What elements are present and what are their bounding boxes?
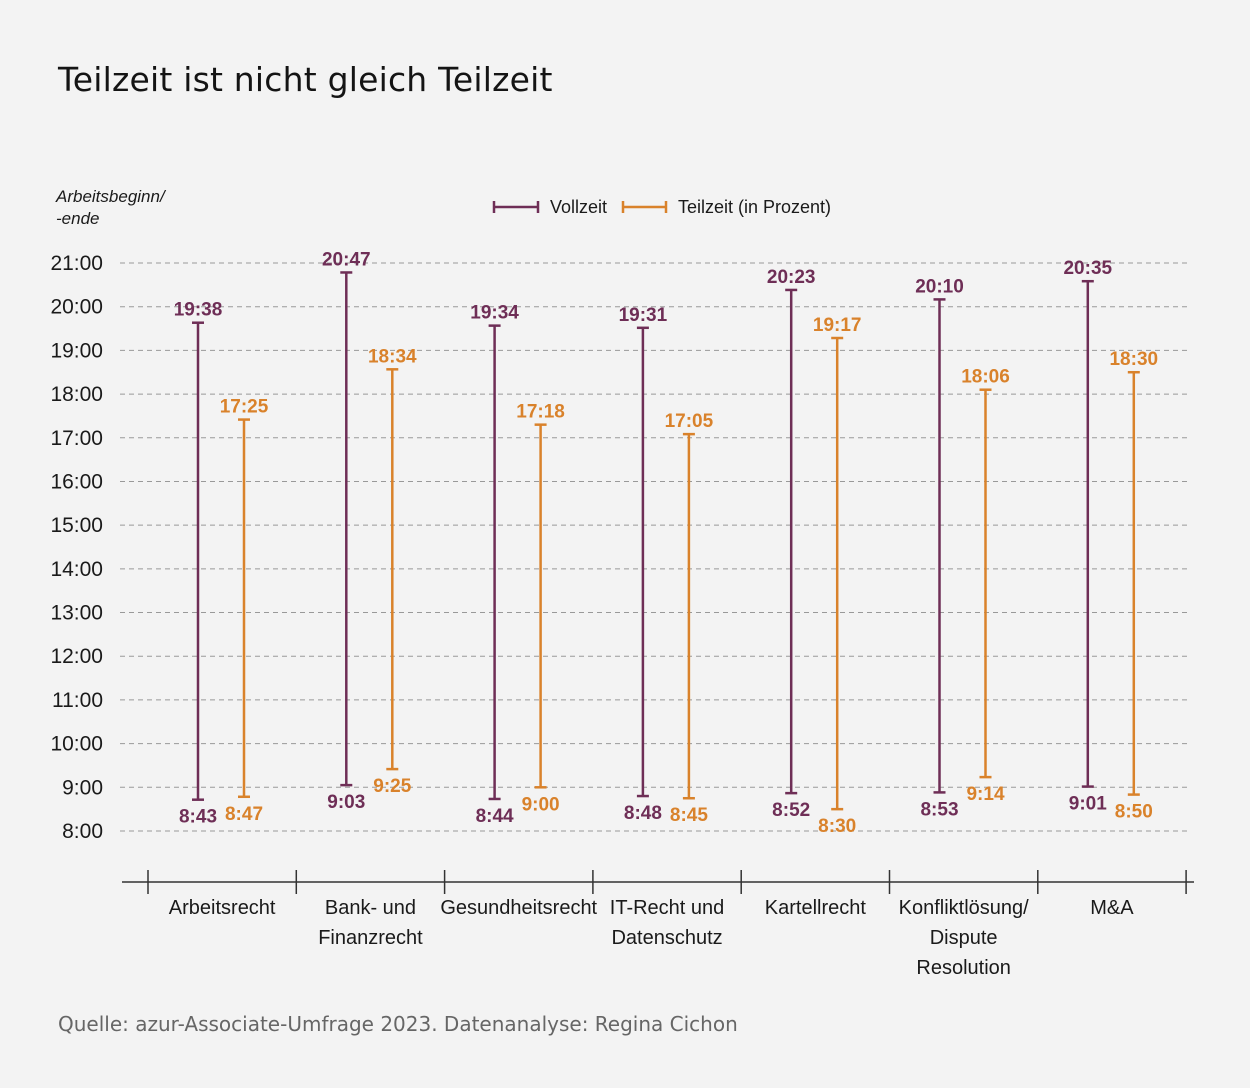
data-label-start: 8:50 <box>1115 802 1153 823</box>
data-label-start: 9:03 <box>327 792 365 813</box>
y-axis-ticks: 21:00 20:00 19:00 18:00 17:00 16:00 15:00 14:00… <box>50 252 103 843</box>
y-tick-label: 15:00 <box>50 514 103 537</box>
y-tick-label: 10:00 <box>50 733 103 756</box>
x-category-label: Gesundheitsrecht <box>440 897 597 919</box>
range-bar-teilzeit: 18:06 9:14 <box>961 367 1010 805</box>
data-label-end: 18:34 <box>368 346 417 367</box>
data-label-end: 19:17 <box>813 315 862 336</box>
x-axis: Arbeitsrecht Bank- und Finanzrecht Gesundhe… <box>122 870 1194 979</box>
range-bar-vollzeit: 20:47 9:03 <box>322 249 371 813</box>
x-category-label: Arbeitsrecht <box>169 897 276 919</box>
x-category-label: Dispute <box>930 927 998 949</box>
x-category-label: Datenschutz <box>611 927 722 949</box>
range-bar-vollzeit: 20:23 8:52 <box>767 267 816 821</box>
y-tick-label: 19:00 <box>50 339 103 362</box>
legend-item-vollzeit: Vollzeit <box>492 197 607 217</box>
x-category-label: M&A <box>1090 897 1134 919</box>
data-label-start: 8:44 <box>476 806 514 827</box>
x-category-label: Bank- und <box>325 897 416 919</box>
y-axis-label-line1: Arbeitsbeginn/ <box>55 187 167 206</box>
data-label-end: 17:18 <box>516 402 565 423</box>
y-tick-label: 16:00 <box>50 470 103 493</box>
data-label-end: 19:34 <box>470 303 519 324</box>
range-bars: 19:38 8:43 20:47 9:03 19:34 8:44 19:31 8:48 20:2… <box>174 249 1158 837</box>
range-bar-vollzeit: 19:34 8:44 <box>470 303 519 827</box>
range-bar-teilzeit: 17:25 8:47 <box>220 397 269 825</box>
data-label-start: 8:45 <box>670 805 708 826</box>
y-axis-label-line2: -ende <box>56 209 99 228</box>
y-tick-label: 18:00 <box>50 383 103 406</box>
data-label-start: 9:01 <box>1069 794 1107 815</box>
y-tick-label: 8:00 <box>62 820 103 843</box>
data-label-start: 8:52 <box>772 800 810 821</box>
range-bar-teilzeit: 19:17 8:30 <box>813 315 862 837</box>
range-bar-teilzeit: 18:34 9:25 <box>368 346 417 797</box>
data-label-start: 8:47 <box>225 804 263 825</box>
y-tick-label: 21:00 <box>50 252 103 275</box>
legend-item-teilzeit: Teilzeit (in Prozent) <box>621 197 831 217</box>
data-label-start: 9:14 <box>966 784 1004 805</box>
range-bar-vollzeit: 20:10 8:53 <box>915 276 964 820</box>
data-label-end: 20:10 <box>915 276 964 297</box>
data-label-end: 18:06 <box>961 367 1010 388</box>
chart-title: Teilzeit ist nicht gleich Teilzeit <box>58 60 553 99</box>
legend-teilzeit-label: Teilzeit (in Prozent) <box>678 197 831 217</box>
y-tick-label: 14:00 <box>50 558 103 581</box>
range-bar-vollzeit: 20:35 9:01 <box>1063 258 1112 814</box>
range-bar-teilzeit: 17:05 8:45 <box>665 411 714 826</box>
range-bar-vollzeit: 19:38 8:43 <box>174 300 223 828</box>
y-tick-label: 12:00 <box>50 645 103 668</box>
y-tick-label: 20:00 <box>50 296 103 319</box>
data-label-start: 9:25 <box>373 776 411 797</box>
range-bar-teilzeit: 17:18 9:00 <box>516 402 565 816</box>
data-label-start: 9:00 <box>522 794 560 815</box>
data-label-end: 17:05 <box>665 411 714 432</box>
x-category-label: Resolution <box>916 957 1011 979</box>
range-bar-vollzeit: 19:31 8:48 <box>619 305 668 824</box>
legend: Vollzeit Teilzeit (in Prozent) <box>492 197 831 217</box>
data-label-start: 8:30 <box>818 816 856 837</box>
data-label-end: 20:47 <box>322 249 371 270</box>
y-tick-label: 17:00 <box>50 427 103 450</box>
data-label-start: 8:43 <box>179 807 217 828</box>
data-label-end: 18:30 <box>1109 349 1158 370</box>
x-category-label: Finanzrecht <box>318 927 423 949</box>
y-tick-label: 11:00 <box>52 689 103 712</box>
data-label-end: 17:25 <box>220 397 269 418</box>
y-tick-label: 13:00 <box>50 602 103 625</box>
x-category-label: IT-Recht und <box>610 897 725 919</box>
data-label-start: 8:48 <box>624 803 662 824</box>
legend-vollzeit-label: Vollzeit <box>550 197 607 217</box>
data-label-end: 19:31 <box>619 305 668 326</box>
source-note: Quelle: azur-Associate-Umfrage 2023. Dat… <box>58 1012 738 1036</box>
data-label-start: 8:53 <box>920 799 958 820</box>
gridlines <box>120 262 1188 832</box>
x-category-label: Konfliktlösung/ <box>899 897 1030 919</box>
range-bar-teilzeit: 18:30 8:50 <box>1109 349 1158 822</box>
y-tick-label: 9:00 <box>62 776 103 799</box>
data-label-end: 19:38 <box>174 300 223 321</box>
data-label-end: 20:23 <box>767 267 816 288</box>
x-category-label: Kartellrecht <box>765 897 867 919</box>
data-label-end: 20:35 <box>1063 258 1112 279</box>
